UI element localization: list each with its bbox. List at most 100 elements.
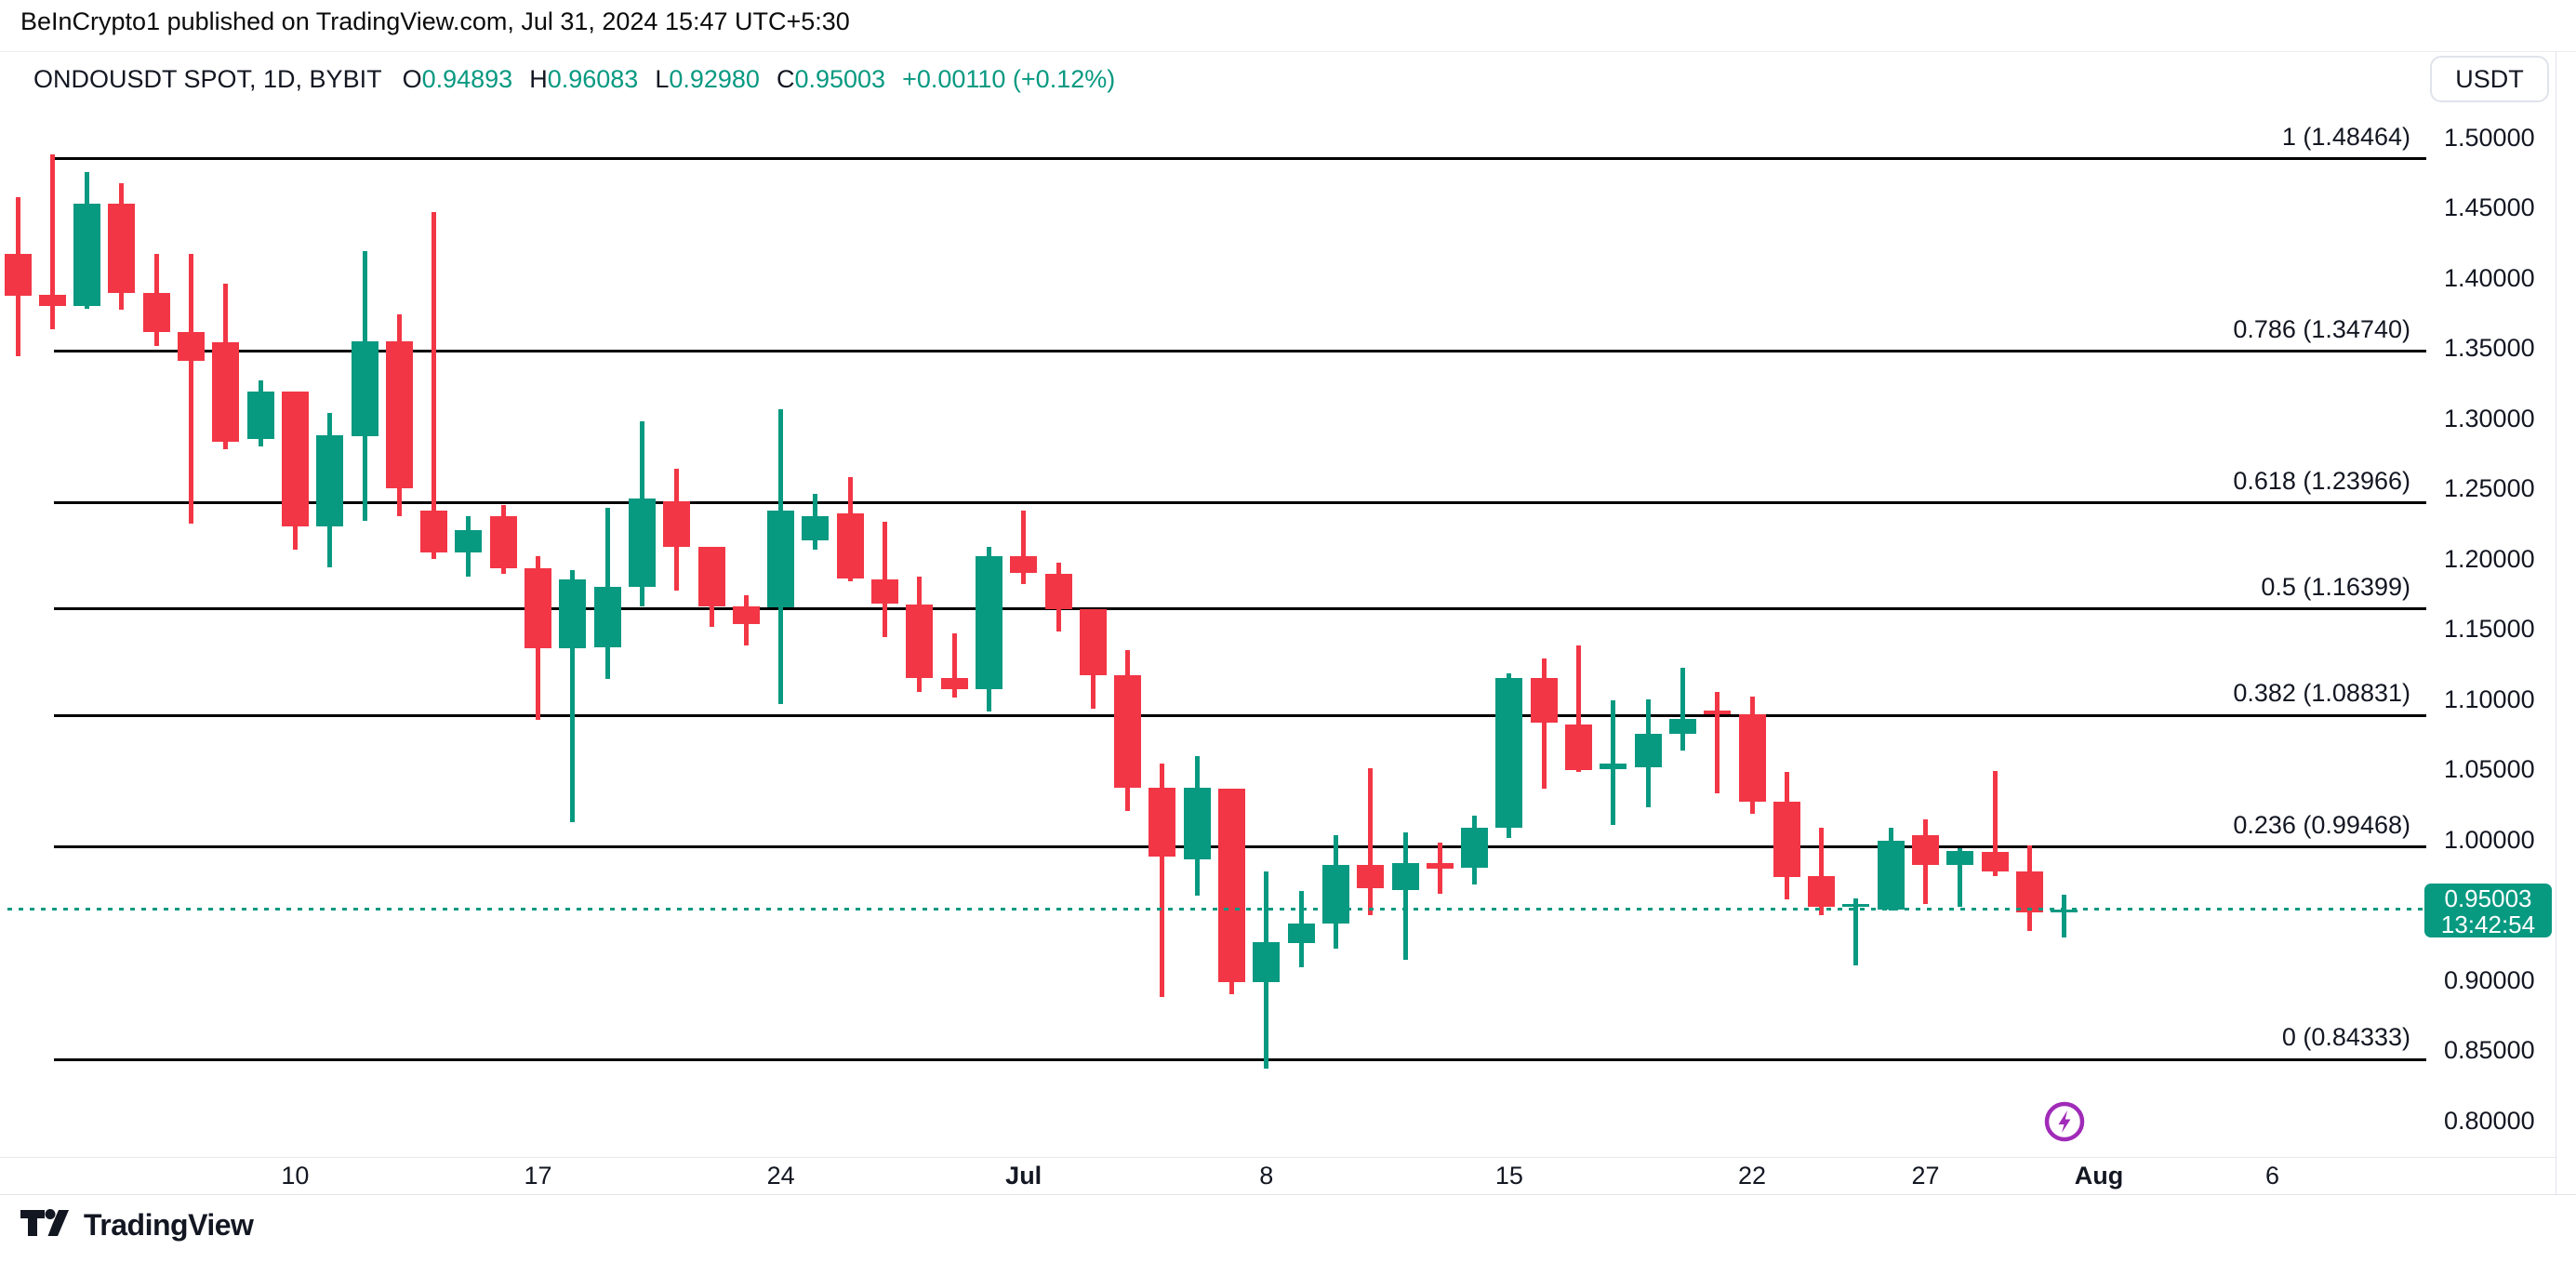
fib-level-label: 0.786 (1.34740) xyxy=(2233,314,2410,343)
candle-body xyxy=(663,500,691,548)
candle-body xyxy=(802,516,830,540)
open-label: O xyxy=(402,65,422,93)
fib-level-line[interactable] xyxy=(54,607,2426,611)
time-tick-label[interactable]: 22 xyxy=(1737,1162,1767,1190)
candle-body xyxy=(1946,850,1974,865)
candle-body xyxy=(1321,864,1349,924)
candle-wick xyxy=(432,211,437,559)
current-price-label[interactable]: 0.95003 13:42:54 xyxy=(2424,884,2552,937)
price-tick-label[interactable]: 0.80000 xyxy=(2444,1106,2535,1135)
fib-level-line[interactable] xyxy=(54,1057,2426,1061)
candle-body xyxy=(2051,910,2078,912)
price-tick-label[interactable]: 0.85000 xyxy=(2444,1036,2535,1064)
price-tick-label[interactable]: 1.05000 xyxy=(2444,755,2535,783)
candle-body xyxy=(524,568,551,649)
time-tick-label[interactable]: 8 xyxy=(1259,1162,1274,1190)
candle-body xyxy=(212,342,240,443)
currency-toggle-button[interactable]: USDT xyxy=(2430,56,2549,102)
current-price-line xyxy=(7,908,2426,911)
current-price-value: 0.95003 xyxy=(2444,884,2532,912)
candle-body xyxy=(1773,801,1800,878)
price-tick-label[interactable]: 1.25000 xyxy=(2444,474,2535,502)
widget-top-border xyxy=(0,51,2576,52)
candle-body xyxy=(246,391,274,440)
price-tick-label[interactable]: 1.20000 xyxy=(2444,544,2535,573)
candle-body xyxy=(767,511,795,608)
change-value: +0.00110 (+0.12%) xyxy=(902,65,1116,93)
candle-body xyxy=(593,586,621,647)
candle-body xyxy=(1565,724,1592,771)
fib-level-line[interactable] xyxy=(54,713,2426,717)
high-value: 0.96083 xyxy=(547,65,639,93)
price-tick-label[interactable]: 1.50000 xyxy=(2444,123,2535,152)
candle-body xyxy=(1704,710,1732,715)
candle-body xyxy=(178,332,205,361)
fib-level-label: 0.236 (0.99468) xyxy=(2233,810,2410,839)
time-tick-label[interactable]: 10 xyxy=(281,1162,310,1190)
candle-body xyxy=(1495,677,1523,829)
tradingview-logo[interactable]: TradingView xyxy=(20,1204,254,1246)
fib-level-label: 0.618 (1.23966) xyxy=(2233,466,2410,495)
attribution-text: BeInCrypto1 published on TradingView.com… xyxy=(20,7,850,35)
candle-body xyxy=(906,605,934,678)
symbol-title[interactable]: ONDOUSDT SPOT, 1D, BYBIT xyxy=(33,65,382,93)
time-tick-label[interactable]: Aug xyxy=(2074,1162,2124,1190)
fib-level-line[interactable] xyxy=(54,157,2426,161)
candle-wick xyxy=(1402,832,1408,961)
chart-legend: ONDOUSDT SPOT, 1D, BYBIT O0.94893 H0.96083… xyxy=(33,65,1115,94)
candle-body xyxy=(2015,871,2043,912)
candle-body xyxy=(38,294,66,306)
price-tick-label[interactable]: 1.10000 xyxy=(2444,685,2535,713)
candle-body xyxy=(559,579,587,649)
candle-body xyxy=(108,203,136,294)
candle-body xyxy=(281,391,309,526)
price-tick-label[interactable]: 0.90000 xyxy=(2444,965,2535,994)
tradingview-brand-text: TradingView xyxy=(84,1208,254,1242)
tradingview-logo-icon xyxy=(20,1204,71,1246)
fib-level-label: 0.382 (1.08831) xyxy=(2233,679,2410,708)
high-label: H xyxy=(529,65,548,93)
fib-level-label: 0 (0.84333) xyxy=(2281,1023,2410,1052)
time-tick-label[interactable]: 24 xyxy=(766,1162,795,1190)
lightning-event-icon[interactable] xyxy=(2042,1099,2087,1144)
time-tick-label[interactable]: 27 xyxy=(1911,1162,1940,1190)
price-tick-label[interactable]: 1.15000 xyxy=(2444,615,2535,643)
time-tick-label[interactable]: Jul xyxy=(1005,1162,1042,1190)
candle-wick xyxy=(1992,770,1998,876)
candle-body xyxy=(1010,555,1038,573)
candle-body xyxy=(351,340,378,437)
candle-body xyxy=(455,530,483,553)
candle-body xyxy=(1391,863,1419,890)
footer-separator xyxy=(0,1194,2576,1195)
time-tick-label[interactable]: 17 xyxy=(524,1162,552,1190)
candle-body xyxy=(385,340,413,488)
price-tick-label[interactable]: 1.00000 xyxy=(2444,825,2535,854)
close-value: 0.95003 xyxy=(794,65,886,93)
candle-body xyxy=(489,516,517,569)
price-tick-label[interactable]: 1.30000 xyxy=(2444,404,2535,432)
price-tick-label[interactable]: 1.35000 xyxy=(2444,334,2535,362)
candle-body xyxy=(1218,789,1245,983)
fib-level-line[interactable] xyxy=(54,501,2426,505)
price-tick-label[interactable]: 1.45000 xyxy=(2444,193,2535,221)
candle-body xyxy=(1668,718,1696,735)
time-tick-label[interactable]: 6 xyxy=(2264,1162,2280,1190)
fib-level-line[interactable] xyxy=(54,350,2426,353)
candle-body xyxy=(1877,841,1905,910)
candle-body xyxy=(697,547,725,606)
candle-body xyxy=(975,555,1003,689)
candle-body xyxy=(1114,674,1142,788)
candle-body xyxy=(4,253,32,297)
candle-wick xyxy=(1611,700,1616,826)
candle-wick xyxy=(1853,897,1859,966)
time-axis-separator xyxy=(0,1157,2556,1158)
time-tick-label[interactable]: 15 xyxy=(1494,1162,1523,1190)
candle-wick xyxy=(1715,692,1720,793)
candle-body xyxy=(1842,904,1870,907)
price-tick-label[interactable]: 1.40000 xyxy=(2444,263,2535,292)
open-value: 0.94893 xyxy=(421,65,513,93)
candle-wick xyxy=(1541,658,1547,790)
candle-body xyxy=(1808,875,1836,907)
